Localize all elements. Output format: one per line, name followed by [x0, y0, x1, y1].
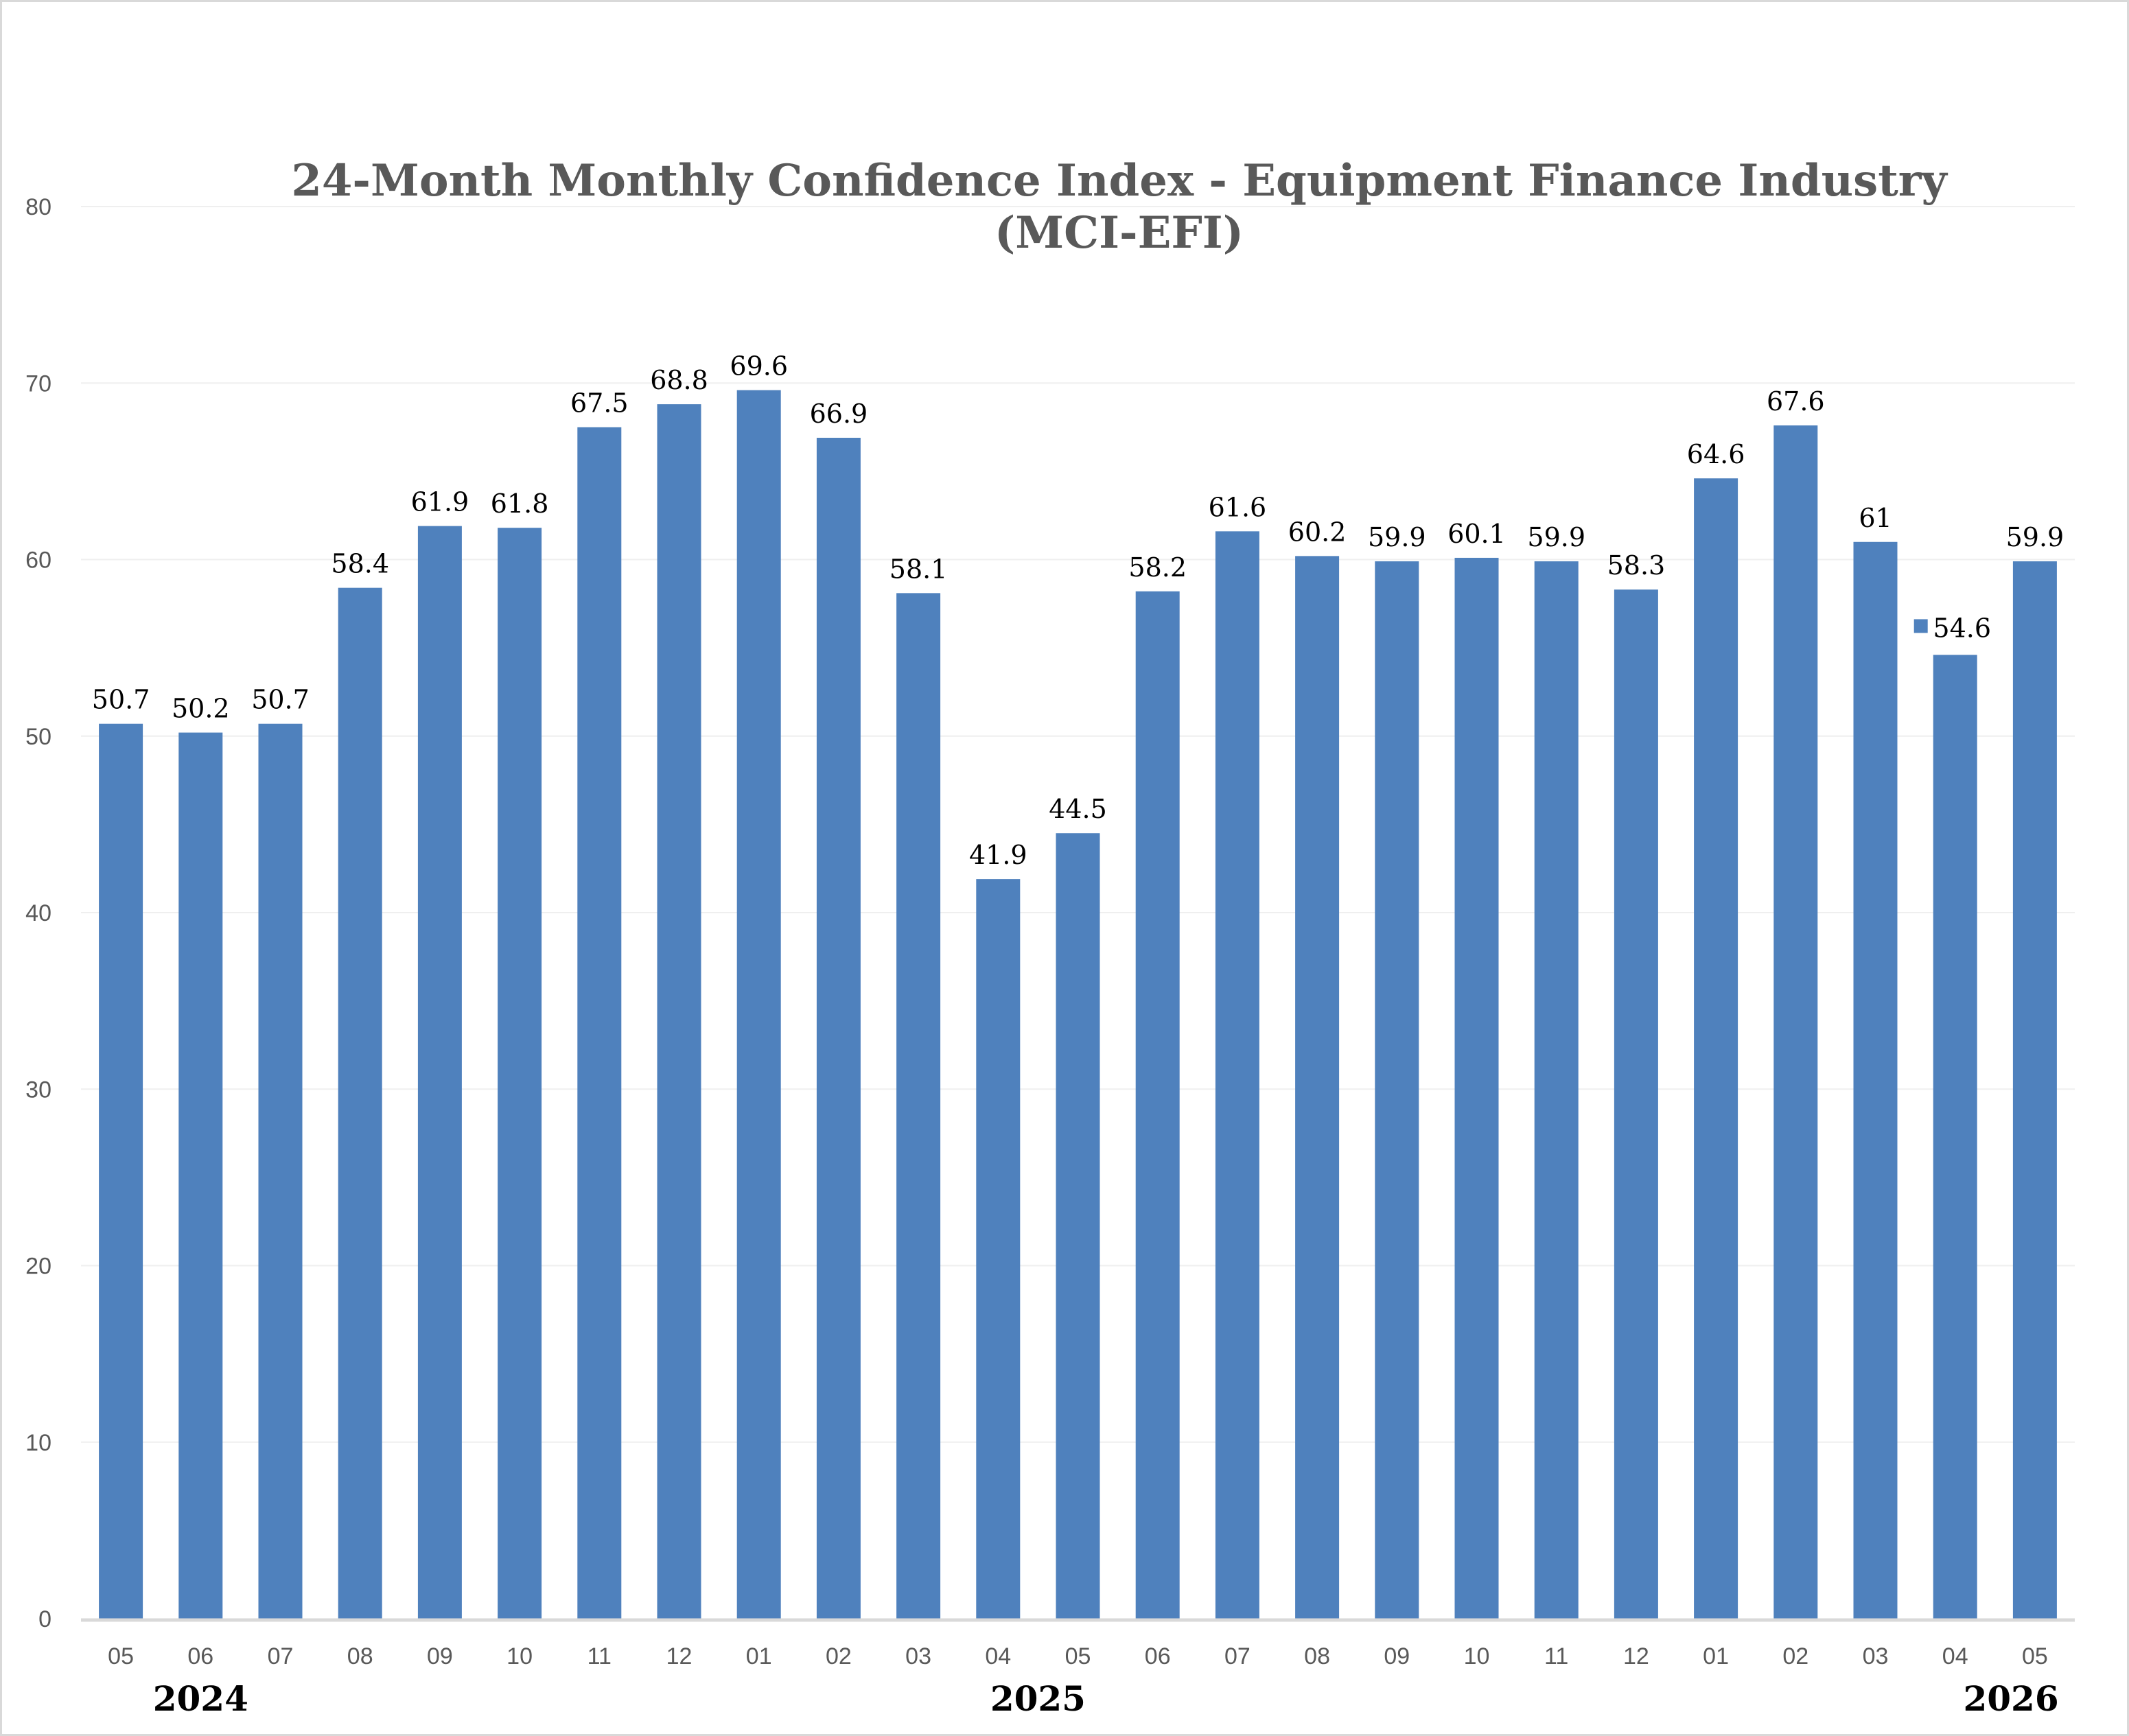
data-label: 61.9	[411, 487, 469, 517]
data-label: 44.5	[1049, 794, 1107, 824]
data-label: 50.2	[172, 694, 230, 724]
bar	[1933, 655, 1977, 1619]
bar	[338, 587, 382, 1619]
x-tick-label: 09	[1384, 1643, 1410, 1669]
data-labels: 50.7 50.2 50.7 58.4 61.9 61.8 67.5 68.8 69.6 66.9…	[92, 351, 2064, 871]
x-tick-label: 08	[1304, 1643, 1330, 1669]
x-tick-label: 03	[905, 1643, 931, 1669]
x-tick-label: 07	[1224, 1643, 1250, 1669]
x-tick-label: 12	[1623, 1643, 1649, 1669]
data-label: 68.8	[650, 365, 708, 395]
chart-title-line: 24-Month Monthly Confidence Index - Equi…	[291, 155, 1948, 207]
data-label: 50.7	[251, 685, 310, 715]
x-tick-label: 02	[826, 1643, 852, 1669]
y-tick-label: 30	[25, 1077, 51, 1103]
chart-title: 24-Month Monthly Confidence Index - Equi…	[291, 155, 1948, 259]
chart-title-line: (MCI-EFI)	[994, 207, 1244, 259]
data-label: 60.2	[1288, 517, 1347, 547]
data-label: 59.9	[2006, 522, 2064, 552]
y-tick-label: 10	[25, 1430, 51, 1456]
x-tick-label: 08	[347, 1643, 373, 1669]
data-label: 54.6	[1933, 613, 1991, 643]
x-tick-label: 04	[985, 1643, 1011, 1669]
x-tick-label: 10	[507, 1643, 533, 1669]
bar	[1614, 589, 1658, 1619]
data-label: 58.2	[1128, 552, 1187, 583]
bar	[258, 723, 303, 1619]
y-tick-label: 0	[38, 1606, 51, 1632]
year-label: 2025	[990, 1678, 1086, 1719]
data-label: 66.9	[810, 399, 868, 429]
x-tick-label: 01	[1703, 1643, 1729, 1669]
data-label: 61.6	[1209, 492, 1267, 522]
data-label: 67.6	[1767, 386, 1825, 417]
data-label: 50.7	[92, 685, 150, 715]
y-tick-label: 60	[25, 548, 51, 574]
x-tick-label: 01	[746, 1643, 772, 1669]
x-tick-label: 09	[427, 1643, 453, 1669]
bar	[498, 528, 542, 1619]
data-label: 58.4	[331, 549, 389, 579]
bar	[1853, 541, 1898, 1619]
x-tick-label: 05	[1065, 1643, 1091, 1669]
bar	[178, 732, 223, 1619]
bar	[816, 437, 861, 1619]
bar	[1375, 561, 1419, 1619]
y-tick-label: 20	[25, 1254, 51, 1280]
data-label: 60.1	[1447, 519, 1506, 549]
x-tick-label: 06	[1145, 1643, 1171, 1669]
x-tick-label: 06	[187, 1643, 213, 1669]
bars	[99, 390, 2057, 1619]
data-label: 69.6	[730, 351, 788, 382]
bar	[1135, 591, 1180, 1619]
year-label: 2024	[153, 1678, 248, 1719]
x-tick-label: 10	[1464, 1643, 1490, 1669]
y-tick-label: 70	[25, 371, 51, 397]
x-tick-label: 11	[587, 1643, 612, 1669]
x-tick-label: 05	[2022, 1643, 2048, 1669]
x-tick-label: 04	[1942, 1643, 1968, 1669]
data-label: 67.5	[570, 388, 629, 419]
y-tick-label: 50	[25, 724, 51, 750]
bar	[1694, 478, 1738, 1619]
bar	[1295, 556, 1340, 1619]
data-label: 59.9	[1368, 522, 1426, 552]
x-tick-label: 07	[268, 1643, 294, 1669]
x-axis-ticks: 05 06 07 08 09 10 11 12 01 02 03 04 05 06 07 08 09 10 11 12…	[108, 1643, 2048, 1669]
bar	[1534, 561, 1579, 1619]
bar	[577, 427, 622, 1619]
data-label: 41.9	[969, 840, 1027, 870]
bar	[976, 879, 1021, 1619]
year-labels: 2024 2025 2026	[153, 1678, 2059, 1719]
x-tick-label: 02	[1782, 1643, 1808, 1669]
x-tick-label: 05	[108, 1643, 134, 1669]
data-label: 61	[1859, 503, 1892, 533]
bar	[417, 526, 462, 1619]
bar	[1454, 557, 1499, 1619]
year-label: 2026	[1963, 1678, 2058, 1719]
y-axis-ticks: 0 10 20 30 40 50 60 70 80	[25, 194, 51, 1632]
data-label: 61.8	[491, 489, 549, 519]
bar	[1056, 833, 1100, 1619]
data-label: 58.1	[889, 554, 948, 584]
bar	[896, 593, 941, 1619]
bar	[657, 404, 701, 1619]
legend-marker	[1913, 619, 1928, 633]
data-label: 64.6	[1687, 439, 1745, 469]
x-tick-label: 03	[1863, 1643, 1889, 1669]
data-label: 58.3	[1607, 550, 1666, 580]
bar	[1215, 531, 1259, 1619]
x-tick-label: 11	[1544, 1643, 1568, 1669]
data-label: 59.9	[1527, 522, 1585, 552]
bar	[1773, 425, 1818, 1619]
bar	[2012, 561, 2057, 1619]
y-tick-label: 40	[25, 900, 51, 926]
bar	[736, 390, 781, 1619]
x-tick-label: 12	[666, 1643, 693, 1669]
y-tick-label: 80	[25, 194, 51, 220]
bar	[99, 723, 143, 1619]
